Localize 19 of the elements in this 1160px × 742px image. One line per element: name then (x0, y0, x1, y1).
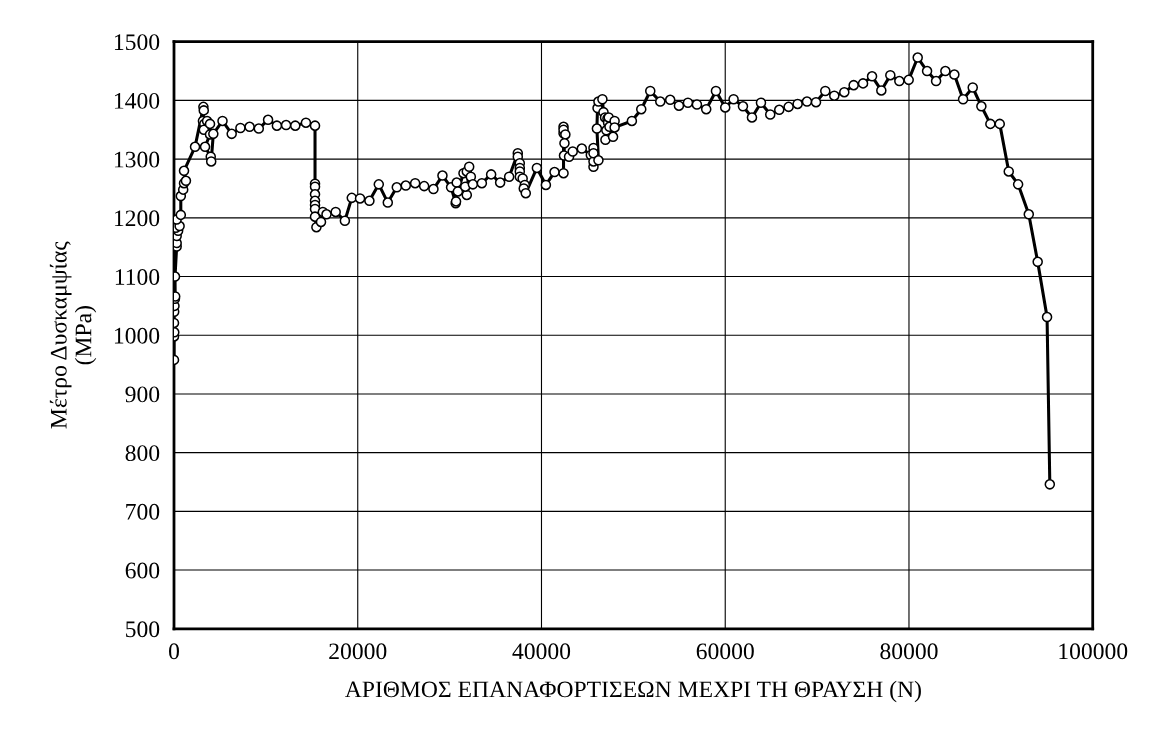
y-tick-label: 1000 (114, 327, 160, 344)
y-tick-label: 600 (125, 562, 160, 579)
y-tick-label: 1400 (114, 92, 160, 109)
y-tick-label: 1500 (114, 34, 160, 51)
y-tick-label: 500 (126, 621, 160, 638)
x-axis-title: ΑΡΙΘΜΟΣ ΕΠΑΝΑΦΟΡΤΙΣΕΩΝ ΜΕΧΡΙ ΤΗ ΘΡΑΥΣΗ (N) (345, 680, 921, 703)
y-axis-title: Μέτρο Δυσκαμψίας (MPa) (49, 241, 97, 429)
y-tick-label: 900 (125, 386, 160, 403)
x-tick-label: 0 (169, 643, 179, 660)
y-tick-label: 800 (125, 445, 160, 462)
x-tick-label: 80000 (880, 643, 938, 660)
x-tick-label: 60000 (696, 643, 754, 660)
y-tick-label: 1100 (115, 269, 160, 285)
x-tick-label: 100000 (1059, 643, 1128, 660)
x-tick-label: 40000 (512, 643, 571, 660)
y-tick-label: 1200 (114, 210, 160, 227)
x-tick-label: 20000 (329, 643, 387, 660)
y-tick-label: 700 (126, 503, 160, 520)
y-tick-label: 1300 (114, 151, 160, 168)
